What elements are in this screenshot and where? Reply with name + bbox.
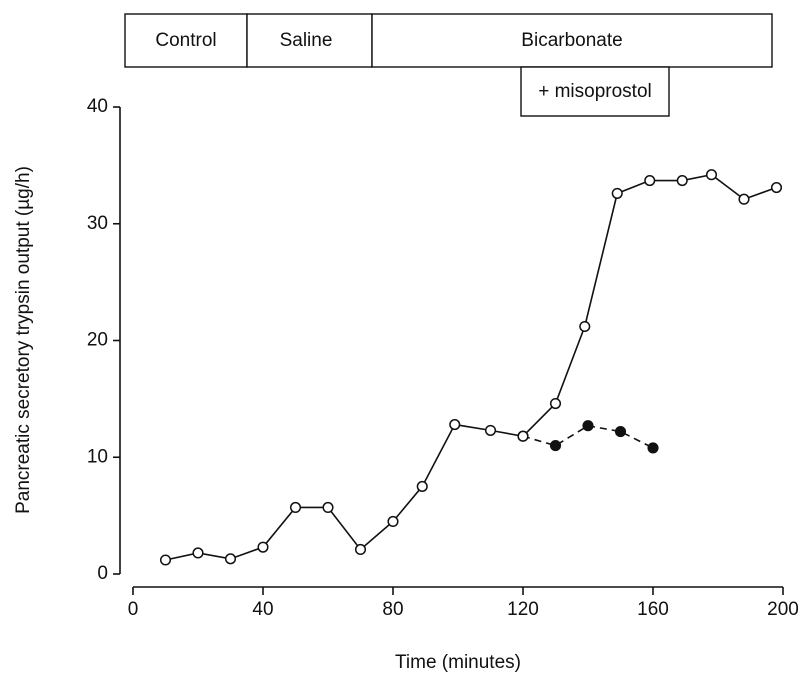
y-tick-label: 40	[87, 96, 108, 117]
y-axis-label: Pancreatic secretory trypsin output (µg/…	[13, 166, 34, 514]
data-point	[416, 480, 428, 492]
x-tick-label: 40	[252, 599, 273, 620]
data-point	[484, 424, 497, 436]
data-point	[611, 187, 623, 199]
annotation-box	[520, 66, 670, 117]
y-tick-label: 30	[87, 213, 108, 234]
data-point	[705, 169, 718, 181]
data-point	[289, 501, 302, 514]
data-point	[770, 182, 783, 194]
phase-label: Control	[155, 30, 216, 51]
data-point	[582, 420, 594, 432]
y-tick-label: 0	[97, 563, 108, 584]
data-point	[738, 193, 750, 205]
data-point	[192, 547, 204, 559]
data-point	[644, 175, 656, 187]
data-point	[387, 515, 399, 528]
x-axis-label: Time (minutes)	[395, 652, 521, 673]
data-point	[614, 426, 627, 438]
y-tick-label: 20	[87, 330, 108, 351]
x-tick-label: 0	[128, 599, 139, 620]
data-point	[579, 320, 591, 333]
data-point	[322, 501, 334, 514]
phase-box	[371, 13, 773, 68]
data-point	[159, 554, 172, 566]
data-point	[676, 175, 688, 187]
y-tick-label: 10	[87, 446, 108, 467]
phase-label: Saline	[280, 30, 333, 51]
phase-box	[246, 13, 373, 68]
data-point	[517, 430, 529, 442]
phase-label: Bicarbonate	[521, 30, 622, 51]
data-point	[549, 440, 562, 452]
data-point	[224, 553, 237, 565]
data-point	[449, 419, 461, 431]
phase-box	[124, 13, 248, 68]
x-tick-label: 120	[507, 599, 539, 620]
data-point	[647, 442, 659, 454]
x-tick-label: 80	[382, 599, 403, 620]
x-tick-label: 160	[637, 599, 669, 620]
data-point	[549, 397, 562, 410]
x-tick-label: 200	[767, 599, 799, 620]
phase-boxes: Control Saline Bicarbonate + misoprostol	[124, 13, 773, 117]
data-point	[354, 543, 367, 556]
series-line	[165, 173, 777, 561]
data-point	[257, 541, 269, 553]
annotation: + misoprostol	[538, 81, 652, 102]
